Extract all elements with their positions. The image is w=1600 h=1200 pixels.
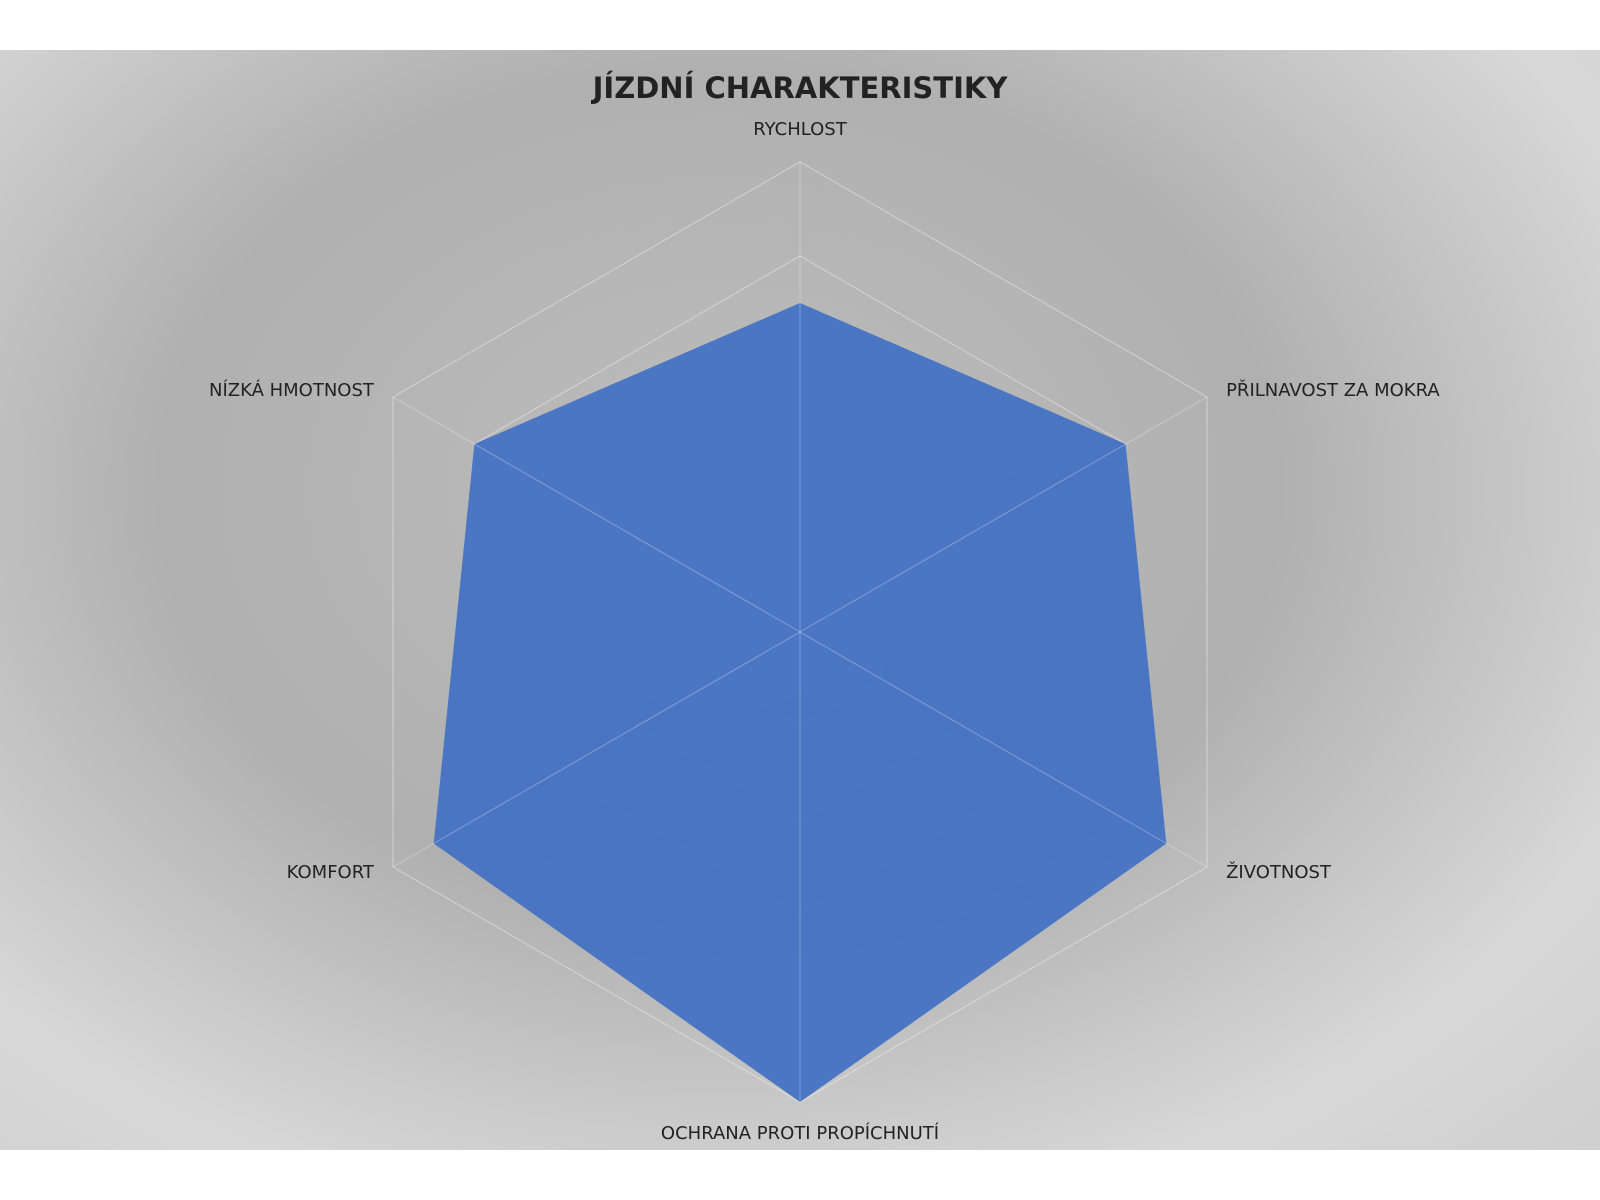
radar-area	[433, 303, 1167, 1102]
axis-spoke	[392, 396, 801, 633]
axis-label: NÍZKÁ HMOTNOST	[209, 379, 375, 401]
axis-label: ŽIVOTNOST	[1226, 861, 1332, 883]
axis-label: OCHRANA PROTI PROPÍCHNUTÍ	[661, 1122, 939, 1144]
axis-spoke	[799, 396, 1208, 633]
axis-label: PŘILNAVOST ZA MOKRA	[1226, 379, 1440, 401]
axis-label: RYCHLOST	[753, 119, 847, 140]
axis-spoke	[392, 631, 801, 868]
axis-spoke	[799, 631, 1208, 868]
chart-title: JÍZDNÍ CHARAKTERISTIKY	[591, 71, 1009, 105]
axis-label: KOMFORT	[287, 862, 375, 883]
